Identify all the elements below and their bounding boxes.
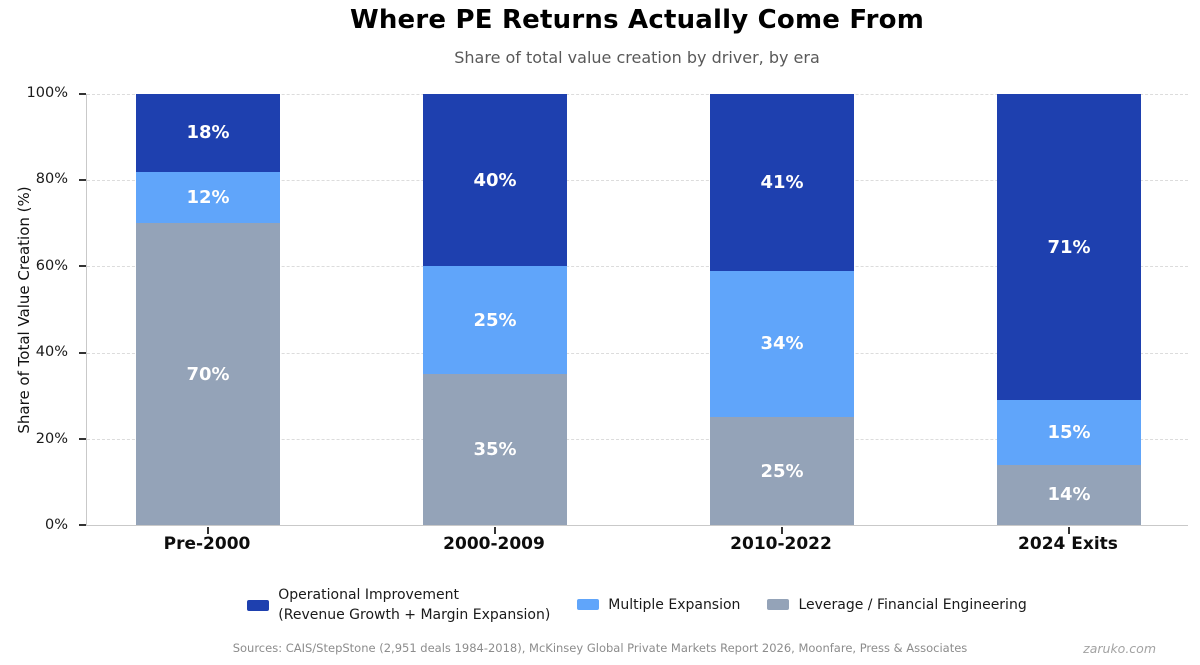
bar-value-label: 14%: [1047, 484, 1091, 506]
bar-segment: 15%: [997, 400, 1141, 465]
legend: Operational Improvement (Revenue Growth +…: [86, 582, 1188, 628]
legend-label: Leverage / Financial Engineering: [798, 596, 1027, 613]
bar-segment: 25%: [710, 417, 854, 525]
bar-value-label: 34%: [760, 333, 804, 355]
bar-pre-2000: 18% 12% 70%: [136, 94, 280, 525]
bar-value-label: 40%: [473, 169, 517, 191]
gridline-60: [87, 266, 1188, 268]
bar-segment: 35%: [423, 374, 567, 525]
legend-label: Multiple Expansion: [608, 596, 741, 613]
bar-value-label: 71%: [1047, 236, 1091, 258]
bar-value-label: 12%: [186, 186, 230, 208]
bar-value-label: 25%: [760, 460, 804, 482]
legend-label: Operational Improvement (Revenue Growth +…: [278, 586, 551, 623]
y-tick-label: 60%: [35, 257, 68, 274]
y-tick-label: 100%: [26, 85, 68, 101]
watermark: zaruko.com: [1083, 641, 1156, 656]
gridline-20: [87, 438, 1188, 440]
legend-swatch: [247, 599, 270, 611]
bar-segment: 70%: [136, 223, 280, 525]
gridline-100: [87, 94, 1188, 95]
bar-value-label: 35%: [473, 439, 517, 461]
bar-segment: 14%: [997, 464, 1141, 525]
bar-value-label: 25%: [473, 309, 517, 331]
x-tick-mark: [207, 527, 209, 534]
bar-segment: 34%: [710, 270, 854, 418]
x-axis-tick-labels: Pre-2000 2000-2009 2010-2022 2024 Exits: [86, 534, 1188, 560]
x-tick-mark: [781, 527, 783, 534]
bar-value-label: 15%: [1047, 421, 1091, 443]
y-axis-tick-labels: 0% 20% 40% 60% 80% 100%: [0, 85, 80, 533]
bar-value-label: 18%: [186, 122, 230, 144]
chart-subtitle: Share of total value creation by driver,…: [454, 48, 820, 67]
bar-segment: 25%: [423, 266, 567, 375]
bar-2024-exits: 71% 15% 14%: [997, 94, 1141, 525]
bar-segment: 18%: [136, 94, 280, 172]
plot-area: 18% 12% 70% 40% 25% 35% 41% 34% 25% 71% 15% 14%: [79, 93, 1188, 534]
y-tick-mark: [79, 351, 86, 354]
bar-segment: 41%: [710, 94, 854, 271]
x-tick-label: 2000-2009: [443, 534, 545, 554]
y-tick-mark: [79, 437, 86, 440]
x-tick-label: Pre-2000: [163, 534, 251, 554]
y-tick-label: 0%: [44, 517, 68, 533]
y-tick-mark: [79, 265, 86, 268]
bar-value-label: 70%: [186, 363, 230, 385]
chart-title: Where PE Returns Actually Come From: [349, 5, 925, 35]
bar-segment: 71%: [997, 94, 1141, 401]
x-tick-mark: [1068, 527, 1070, 534]
legend-item: Operational Improvement (Revenue Growth +…: [247, 585, 550, 626]
x-tick-label: 2010-2022: [730, 534, 832, 554]
x-tick-mark: [494, 527, 496, 534]
bar-2010-2022: 41% 34% 25%: [710, 94, 854, 525]
y-tick-label: 20%: [35, 430, 68, 447]
legend-item: Multiple Expansion: [577, 595, 740, 615]
source-note: Sources: CAIS/StepStone (2,951 deals 198…: [232, 641, 968, 655]
bar-2000-2009: 40% 25% 35%: [423, 94, 567, 525]
y-tick-label: 80%: [35, 171, 68, 188]
legend-swatch: [767, 599, 790, 611]
y-tick-mark: [79, 93, 86, 95]
y-tick-mark: [79, 179, 86, 182]
bar-segment: 12%: [136, 171, 280, 224]
legend-item: Leverage / Financial Engineering: [767, 595, 1027, 615]
legend-swatch: [577, 599, 600, 611]
bar-value-label: 41%: [760, 171, 804, 193]
x-tick-label: 2024 Exits: [1018, 534, 1118, 554]
y-tick-mark: [79, 524, 86, 526]
gridline-40: [87, 352, 1188, 354]
y-tick-label: 40%: [35, 344, 68, 361]
gridline-80: [87, 180, 1188, 182]
bar-segment: 40%: [423, 94, 567, 267]
